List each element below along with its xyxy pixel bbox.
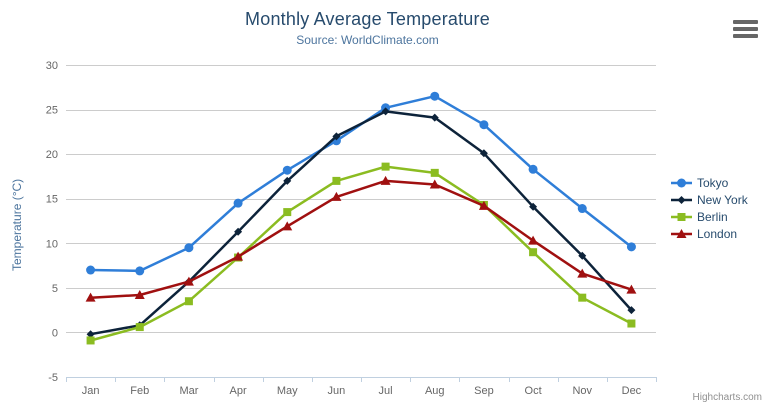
- x-axis-label: Jan: [82, 385, 100, 397]
- triangle-marker[interactable]: [676, 229, 687, 238]
- y-axis-label: -5: [48, 372, 58, 384]
- triangle-marker[interactable]: [528, 235, 539, 245]
- series-new-york[interactable]: [86, 107, 636, 339]
- y-axis-label: 15: [46, 194, 58, 206]
- circle-marker[interactable]: [528, 164, 538, 174]
- diamond-marker[interactable]: [627, 306, 636, 315]
- triangle-marker[interactable]: [233, 251, 244, 261]
- circle-marker[interactable]: [577, 204, 587, 214]
- diamond-marker[interactable]: [430, 113, 439, 122]
- x-axis-label: Apr: [230, 385, 247, 397]
- square-marker[interactable]: [332, 176, 341, 185]
- export-menu-bar: [733, 20, 758, 24]
- diamond-marker[interactable]: [283, 176, 292, 185]
- x-axis-label: May: [277, 385, 298, 397]
- triangle-marker[interactable]: [577, 268, 588, 278]
- export-menu-bar: [733, 27, 758, 31]
- series-london[interactable]: [85, 175, 637, 302]
- circle-marker[interactable]: [430, 91, 440, 101]
- circle-marker[interactable]: [86, 265, 96, 275]
- chart-subtitle: Source: WorldClimate.com: [296, 33, 439, 47]
- x-axis-label: Feb: [130, 385, 149, 397]
- legend-label: Tokyo: [697, 176, 729, 190]
- triangle-marker[interactable]: [85, 292, 96, 302]
- x-axis-label: Dec: [622, 385, 642, 397]
- circle-marker[interactable]: [282, 165, 292, 175]
- export-menu-bar: [733, 34, 758, 38]
- export-menu-icon[interactable]: [733, 20, 758, 38]
- circle-marker[interactable]: [184, 243, 194, 253]
- square-marker[interactable]: [430, 168, 439, 177]
- credits-link[interactable]: Highcharts.com: [692, 392, 762, 403]
- square-marker[interactable]: [529, 248, 538, 257]
- triangle-marker[interactable]: [626, 284, 637, 294]
- square-marker[interactable]: [677, 213, 686, 221]
- square-marker[interactable]: [627, 319, 636, 328]
- legend-item-new-york[interactable]: New York: [671, 193, 748, 207]
- diamond-marker[interactable]: [479, 149, 488, 158]
- triangle-legend-symbol: [671, 229, 692, 238]
- legend-label: London: [697, 227, 738, 241]
- triangle-marker[interactable]: [282, 221, 293, 231]
- y-axis-label: 25: [46, 105, 58, 117]
- circle-marker[interactable]: [479, 120, 489, 130]
- diamond-marker[interactable]: [578, 251, 587, 260]
- y-axis-label: 0: [52, 327, 58, 339]
- circle-legend-symbol: [671, 178, 692, 188]
- x-axis-label: Nov: [572, 385, 592, 397]
- x-axis-label: Jul: [379, 385, 393, 397]
- legend-item-london[interactable]: London: [671, 227, 748, 241]
- x-axis-label: Mar: [179, 385, 198, 397]
- chart-title: Monthly Average Temperature: [245, 9, 490, 29]
- diamond-legend-symbol: [671, 196, 692, 204]
- legend-item-berlin[interactable]: Berlin: [671, 210, 748, 224]
- legend-item-tokyo[interactable]: Tokyo: [671, 176, 748, 190]
- diamond-marker[interactable]: [677, 196, 686, 204]
- x-axis-label: Sep: [474, 385, 494, 397]
- square-legend-symbol: [671, 213, 692, 221]
- square-marker[interactable]: [283, 208, 292, 217]
- series-line[interactable]: [89, 110, 633, 336]
- x-axis-label: Jun: [328, 385, 346, 397]
- square-marker[interactable]: [381, 162, 390, 171]
- circle-marker[interactable]: [626, 242, 636, 252]
- square-marker[interactable]: [184, 297, 193, 306]
- circle-marker[interactable]: [135, 266, 145, 276]
- legend: Tokyo New York Berlin London: [671, 176, 748, 241]
- triangle-marker[interactable]: [134, 289, 145, 299]
- square-marker[interactable]: [578, 293, 587, 302]
- diamond-marker[interactable]: [332, 132, 341, 141]
- diamond-marker[interactable]: [529, 202, 538, 211]
- diamond-marker[interactable]: [381, 107, 390, 116]
- triangle-marker[interactable]: [183, 276, 194, 286]
- y-axis-label: 5: [52, 283, 58, 295]
- diamond-marker[interactable]: [234, 227, 243, 236]
- x-axis-label: Aug: [425, 385, 445, 397]
- series-line[interactable]: [89, 165, 633, 342]
- y-axis-label: 10: [46, 238, 58, 250]
- series-line[interactable]: [89, 179, 633, 299]
- series-tokyo[interactable]: [86, 91, 636, 276]
- circle-marker[interactable]: [233, 198, 243, 208]
- x-axis-label: Oct: [525, 385, 542, 397]
- legend-label: New York: [697, 193, 748, 207]
- triangle-marker[interactable]: [478, 200, 489, 210]
- series-line[interactable]: [89, 94, 633, 273]
- square-marker[interactable]: [135, 323, 144, 332]
- triangle-marker[interactable]: [429, 179, 440, 189]
- circle-marker[interactable]: [677, 178, 686, 188]
- legend-label: Berlin: [697, 210, 728, 224]
- y-axis-label: 20: [46, 149, 58, 161]
- diamond-marker[interactable]: [86, 330, 95, 339]
- square-marker[interactable]: [86, 336, 95, 345]
- triangle-marker[interactable]: [331, 191, 342, 201]
- y-axis-label: 30: [46, 60, 58, 72]
- triangle-marker[interactable]: [380, 175, 391, 185]
